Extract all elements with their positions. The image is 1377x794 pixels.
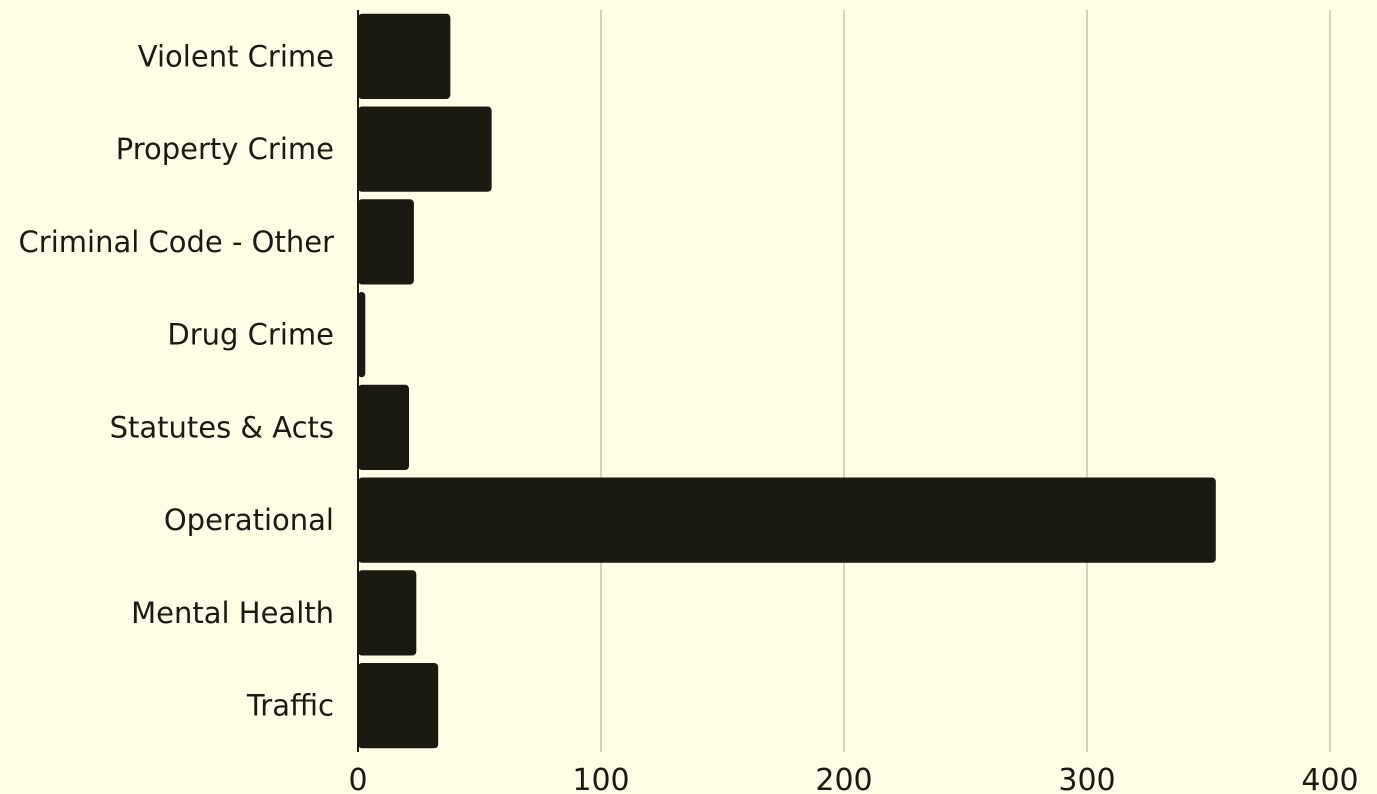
bar-statutes-acts [358,384,410,471]
gridlines [600,10,1331,752]
bar-traffic [358,662,439,749]
bar-operational [358,477,1216,563]
x-tick-label: 400 [1301,763,1358,794]
category-label: Criminal Code - Other [19,225,335,259]
category-label: Property Crime [116,132,334,166]
x-tick-label: 0 [348,763,367,794]
x-tick-label: 300 [1058,763,1115,794]
category-label: Drug Crime [167,318,334,352]
x-tick-label: 200 [815,763,872,794]
category-label: Operational [164,503,334,537]
category-label: Violent Crime [138,39,334,73]
x-axis-tick-labels: 0 100 200 300 400 [348,763,1358,794]
x-tick-label: 100 [572,763,629,794]
bar-series [358,13,1216,749]
bar-property-crime [358,106,492,192]
bar-mental-health [358,570,417,656]
category-labels: Violent Crime Property Crime Criminal Code… [19,39,335,722]
category-label: Mental Health [131,596,334,630]
bar-violent-crime [358,13,451,100]
category-label: Traffic [246,689,334,723]
category-label: Statutes & Acts [110,410,334,444]
bar-criminal-code-other [358,199,414,285]
bar-drug-crime [358,291,366,378]
